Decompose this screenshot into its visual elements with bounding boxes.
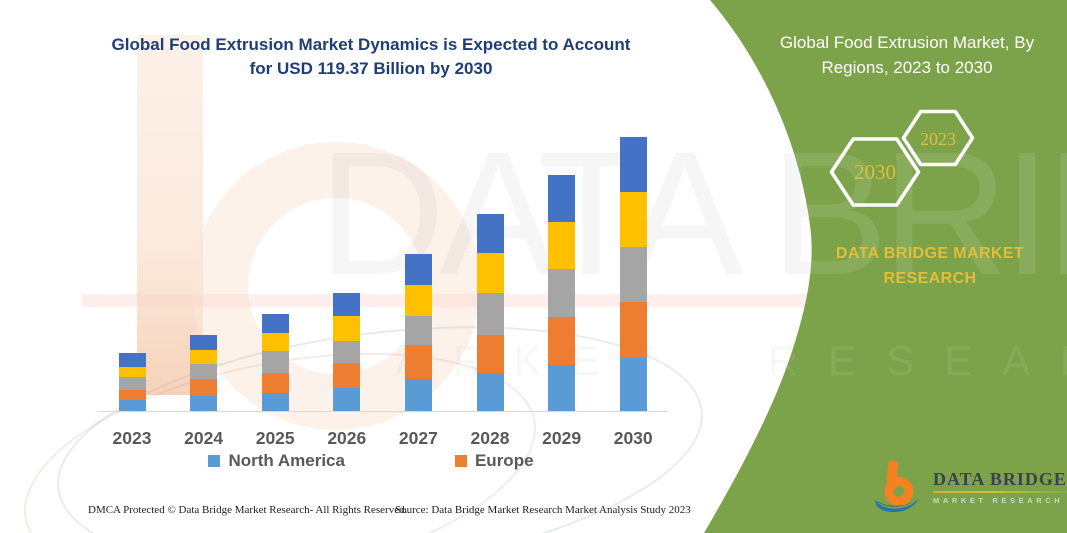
bar-segment-Europe xyxy=(190,379,218,396)
bar-segment-Europe xyxy=(404,345,432,379)
bar-segment-unlabeled-gray xyxy=(118,377,146,390)
stacked-bar-2024 xyxy=(190,335,218,411)
bar-segment-unlabeled-yellow xyxy=(404,285,432,316)
chart-title: Global Food Extrusion Market Dynamics is… xyxy=(85,33,657,81)
bar-segment-unlabeled-yellow xyxy=(190,350,218,364)
bar-segment-North America xyxy=(476,373,504,411)
bar-segment-North America xyxy=(261,393,289,411)
logo-name: DATA BRIDGE xyxy=(933,469,1067,489)
bar-segment-North America xyxy=(118,400,146,411)
company-logo: DATA BRIDGE MARKET RESEARCH xyxy=(872,457,1067,515)
bar-segment-North America xyxy=(404,379,432,411)
brand-text-line1: DATA BRIDGE MARKET xyxy=(835,245,1025,262)
footer-dmca-text: DMCA Protected © Data Bridge Market Rese… xyxy=(88,504,408,516)
x-axis-label-2027: 2027 xyxy=(398,428,438,448)
logo-b-icon xyxy=(874,460,919,513)
x-axis-label-2023: 2023 xyxy=(112,428,152,448)
legend-swatch-icon xyxy=(454,455,467,467)
year-hexagons: 2030 2023 xyxy=(829,109,975,207)
hexagon-2023 xyxy=(901,109,975,167)
panel-title-line1: Global Food Extrusion Market, By xyxy=(779,33,1035,52)
x-axis-label-2026: 2026 xyxy=(327,428,367,448)
stacked-bar-2028 xyxy=(476,214,504,411)
bar-segment-unlabeled-gray xyxy=(476,293,504,335)
legend-item-North America: North America xyxy=(208,451,345,471)
bar-segment-unlabeled-gray xyxy=(333,341,361,363)
stacked-bar-2030 xyxy=(619,137,647,411)
bar-segment-unlabeled-yellow xyxy=(333,316,361,341)
bar-segment-unlabeled-gray xyxy=(619,247,647,302)
bar-segment-Europe xyxy=(548,317,576,365)
hexagon-2030 xyxy=(829,137,921,207)
bar-segment-unlabeled-blue xyxy=(476,214,504,253)
legend-label: Europe xyxy=(474,451,534,470)
hexagon-2023-label: 2023 xyxy=(920,129,956,149)
brand-text-line2: RESEARCH xyxy=(883,270,977,287)
bar-segment-unlabeled-yellow xyxy=(476,253,504,293)
stacked-bar-2025 xyxy=(261,314,289,411)
x-axis-label-2025: 2025 xyxy=(255,428,295,448)
bar-segment-unlabeled-blue xyxy=(190,335,218,350)
legend-swatch-icon xyxy=(208,455,221,467)
bar-segment-unlabeled-blue xyxy=(548,175,576,222)
panel-title: Global Food Extrusion Market, By Regions… xyxy=(757,30,1057,80)
bar-segment-Europe xyxy=(476,335,504,373)
bar-segment-unlabeled-blue xyxy=(404,254,432,285)
bar-segment-North America xyxy=(333,388,361,411)
bar-segment-unlabeled-blue xyxy=(261,314,289,333)
bar-segment-Europe xyxy=(619,302,647,358)
x-axis-label-2029: 2029 xyxy=(542,428,582,448)
bar-segment-unlabeled-gray xyxy=(190,364,218,379)
stacked-bar-2026 xyxy=(333,293,361,411)
x-axis-label-2030: 2030 xyxy=(613,428,653,448)
bar-segment-unlabeled-yellow xyxy=(118,367,146,377)
bar-segment-unlabeled-blue xyxy=(619,137,647,192)
bar-segment-unlabeled-gray xyxy=(404,316,432,345)
hexagon-2030-label: 2030 xyxy=(854,160,896,184)
legend-label: North America xyxy=(228,451,345,470)
bar-segment-North America xyxy=(619,358,647,411)
bar-segment-Europe xyxy=(333,363,361,388)
brand-text: DATA BRIDGE MARKET RESEARCH xyxy=(770,241,1067,291)
bar-segment-unlabeled-blue xyxy=(118,353,146,367)
bar-segment-unlabeled-yellow xyxy=(548,222,576,269)
x-axis-line xyxy=(97,411,668,412)
footer-source-text: Source: Data Bridge Market Research Mark… xyxy=(395,504,691,516)
logo-text: DATA BRIDGE MARKET RESEARCH xyxy=(933,457,1067,505)
bar-segment-unlabeled-yellow xyxy=(261,333,289,351)
bar-segment-Europe xyxy=(118,390,146,400)
legend-item-Europe: Europe xyxy=(454,451,534,471)
bar-segment-unlabeled-gray xyxy=(261,351,289,373)
bar-segment-North America xyxy=(548,365,576,411)
bar-segment-North America xyxy=(190,396,218,411)
panel-title-line2: Regions, 2023 to 2030 xyxy=(821,58,993,77)
bar-segment-unlabeled-blue xyxy=(333,293,361,316)
stacked-bar-2023 xyxy=(118,353,146,411)
x-axis-label-2028: 2028 xyxy=(470,428,510,448)
bar-segment-unlabeled-gray xyxy=(548,269,576,317)
logo-subtitle: MARKET RESEARCH xyxy=(933,496,1064,505)
chart-legend: North America Europe xyxy=(85,451,657,471)
bar-segment-unlabeled-yellow xyxy=(619,192,647,247)
chart-title-line1: Global Food Extrusion Market Dynamics is… xyxy=(111,35,631,54)
chart-title-line2: for USD 119.37 Billion by 2030 xyxy=(249,59,493,78)
x-axis-label-2024: 2024 xyxy=(184,428,224,448)
stacked-bar-2027 xyxy=(404,254,432,411)
stacked-bar-2029 xyxy=(548,175,576,411)
logo-underline xyxy=(933,491,1067,493)
bar-segment-Europe xyxy=(261,373,289,393)
